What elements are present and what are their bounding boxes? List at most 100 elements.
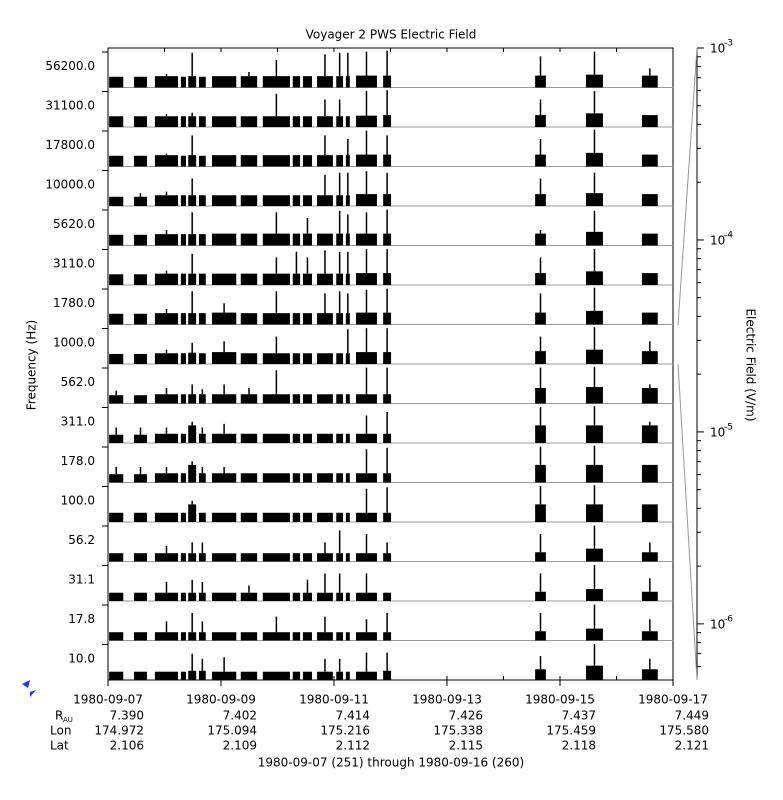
data-block <box>383 632 392 641</box>
data-block <box>383 273 392 285</box>
data-block <box>356 671 377 680</box>
data-block <box>535 552 546 562</box>
data-block <box>345 671 350 680</box>
data-block <box>356 553 377 562</box>
data-block <box>109 671 124 680</box>
data-block <box>641 75 658 88</box>
data-block <box>302 553 312 562</box>
y2-tick-exponent: -6 <box>724 614 733 624</box>
data-block <box>240 155 258 167</box>
data-block <box>356 352 377 364</box>
data-block <box>211 76 237 88</box>
data-block <box>383 473 392 483</box>
data-block <box>535 631 546 641</box>
ephemeris-value: 174.972 <box>94 724 144 738</box>
channel-label: 31100.0 <box>45 99 95 113</box>
data-block <box>180 234 186 246</box>
data-block <box>180 353 186 364</box>
data-block <box>535 312 546 325</box>
data-block <box>302 632 312 641</box>
ephemeris-label: R <box>55 709 63 723</box>
ephemeris-label-sub: AU <box>63 716 73 724</box>
data-block <box>133 512 147 522</box>
data-block <box>240 671 258 680</box>
data-block <box>383 512 392 522</box>
data-block <box>198 670 206 680</box>
data-block <box>198 553 206 562</box>
data-block <box>240 433 258 443</box>
data-block <box>383 352 392 364</box>
data-block <box>292 553 301 562</box>
data-block <box>198 394 206 404</box>
ephemeris-value: 7.449 <box>675 709 709 723</box>
channel-label: 100.0 <box>61 494 95 508</box>
data-block <box>345 116 350 127</box>
channel-label: 56200.0 <box>45 59 95 73</box>
data-block <box>188 553 197 562</box>
data-block <box>345 195 350 206</box>
data-block <box>292 632 301 641</box>
nav-arrows[interactable] <box>22 680 36 697</box>
ephemeris-value: 175.580 <box>659 724 709 738</box>
data-block <box>302 353 312 364</box>
data-block <box>641 591 658 601</box>
y2-tick-label: 10 <box>710 233 725 247</box>
data-block <box>133 553 147 562</box>
y2-tick-label: 10 <box>710 617 725 631</box>
data-block <box>154 671 179 680</box>
data-block <box>292 433 301 443</box>
data-block <box>198 76 206 88</box>
data-block <box>383 115 392 127</box>
data-block <box>154 632 179 641</box>
data-block <box>641 273 658 285</box>
data-block <box>383 154 392 167</box>
data-block <box>585 589 603 601</box>
data-block <box>641 464 658 483</box>
data-block <box>336 632 344 641</box>
data-block <box>211 116 237 127</box>
data-block <box>585 387 603 404</box>
data-block <box>154 234 179 246</box>
data-block <box>641 669 658 680</box>
data-block <box>240 553 258 562</box>
ephemeris-value: 2.109 <box>223 739 257 753</box>
data-block <box>356 194 377 206</box>
data-block <box>356 394 377 404</box>
data-block <box>336 233 344 246</box>
x-tick-label: 1980-09-09 <box>186 693 256 707</box>
data-block <box>211 312 237 325</box>
y-axis-label: Frequency (Hz) <box>25 320 39 411</box>
data-block <box>133 76 147 88</box>
data-block <box>317 353 333 364</box>
data-block <box>535 425 546 443</box>
zoom-line <box>677 363 698 681</box>
data-block <box>356 312 377 325</box>
data-block <box>211 473 237 483</box>
data-block <box>240 313 258 325</box>
data-block <box>317 592 333 601</box>
data-block <box>133 116 147 127</box>
data-block <box>383 312 392 325</box>
ephemeris-value: 7.437 <box>562 709 596 723</box>
data-block <box>240 632 258 641</box>
data-block <box>302 155 312 167</box>
data-block <box>383 433 392 443</box>
data-block <box>240 76 258 88</box>
data-block <box>641 504 658 522</box>
data-block <box>109 116 124 127</box>
data-block <box>180 394 186 404</box>
channel-label: 5620.0 <box>53 217 95 231</box>
data-block <box>641 631 658 641</box>
data-block <box>302 116 312 127</box>
data-block <box>585 113 603 127</box>
y2-tick-label: 10 <box>710 42 725 56</box>
data-block <box>154 394 179 404</box>
data-block <box>109 592 124 601</box>
y2-tick-label: 10 <box>710 425 725 439</box>
data-block <box>535 504 546 522</box>
data-block <box>302 195 312 206</box>
data-block <box>154 353 179 364</box>
data-block <box>133 353 147 364</box>
data-block <box>180 632 186 641</box>
